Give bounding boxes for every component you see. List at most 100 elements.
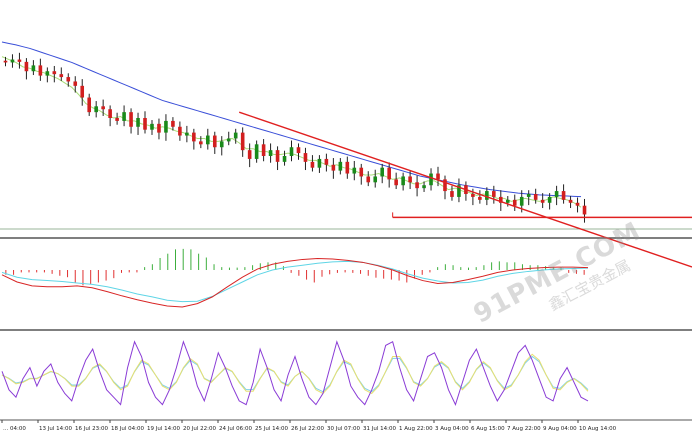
candle-body [268,150,273,156]
candle-body [164,120,168,133]
candle-body [226,138,231,142]
candle-body [492,191,496,197]
candle-body [17,59,22,62]
candle-body [66,77,71,82]
candle-body [261,144,266,156]
candle-body [150,123,154,130]
ma-fast-line [1,56,582,208]
candle-body [185,132,189,136]
macd-signal-line [1,260,589,303]
candle-body [540,199,545,203]
candle-body [289,147,294,156]
candle-body [122,112,126,121]
candle-body [247,150,252,159]
candle-body [310,161,315,168]
x-tick-label: 3 Aug 04:00 [435,426,469,432]
candle-body [547,196,552,203]
candle-body [10,59,15,63]
candle-body [199,141,203,145]
candle-body [457,185,461,197]
candle-body [519,196,524,206]
candle-body [233,132,238,139]
candle-body [561,191,566,200]
candle-body [450,191,454,197]
x-tick-label: 20 Jul 22:00 [183,426,216,432]
x-tick-label: 1 Aug 22:00 [399,426,433,432]
x-tick-label: 13 Jul 14:00 [39,426,72,432]
x-tick-label: 31 Jul 14:00 [363,426,396,432]
candle-body [3,60,8,63]
candle-body [87,97,92,113]
candle-body [178,126,182,136]
x-tick-label: 16 Jul 23:00 [75,426,108,432]
candle-body [157,123,161,133]
stoch-extra-line [1,355,589,393]
candle-body [345,161,350,174]
candle-body [219,141,224,148]
candle-body [129,112,133,127]
candle-body [212,135,217,148]
x-tick-label: 26 Jul 22:00 [291,426,324,432]
candle-body [380,167,385,177]
candle-body [415,182,419,189]
candle-body [512,199,517,206]
candle-body [52,71,57,75]
candle-body [192,132,196,142]
candle-body [143,118,147,130]
x-tick-label: 19 Jul 14:00 [147,426,180,432]
x-tick-label: ... 04:00 [3,426,26,432]
candle-body [401,176,405,186]
x-tick-label: 18 Jul 04:00 [111,426,144,432]
candle-body [366,176,371,183]
candle-body [80,85,85,98]
candle-body [31,65,36,72]
candle-body [471,194,475,197]
candle-body [436,173,440,180]
macd-main-line [1,257,589,308]
candle-body [533,194,538,200]
candle-body [136,118,140,127]
candle-body [359,167,364,177]
candle-body [303,153,308,162]
candle-body [73,81,78,86]
candle-body [171,120,175,127]
ma-slow-line [1,41,582,198]
candle-body [59,74,64,78]
x-tick-label: 9 Aug 04:00 [543,426,577,432]
candle-body [205,135,210,145]
candle-body [338,161,343,171]
candle-body [38,65,43,76]
candle-body [331,164,336,171]
resistance-trendline [238,111,692,268]
candle-body [443,179,447,192]
candle-body [94,106,98,113]
candle-body [408,176,412,183]
candle-body [324,158,329,165]
candle-body [554,191,559,197]
candle-body [422,185,426,189]
candle-body [240,132,245,151]
candle-body [526,194,531,197]
stoch-signal-line [1,353,589,395]
candle-body [575,202,580,206]
candle-body [108,109,112,118]
candle-body [394,179,398,186]
x-tick-label: 6 Aug 15:00 [471,426,505,432]
candle-body [485,191,489,200]
candle-body [101,106,105,110]
candle-body [478,196,482,200]
candle-body [317,158,322,168]
x-tick-label: 30 Jul 07:00 [327,426,360,432]
candle-body [498,196,503,203]
candle-body [254,144,259,159]
stoch-main-line [1,340,589,406]
candle-body [115,118,119,121]
candle-body [275,150,280,162]
candle-body [387,167,391,180]
x-tick-label: 24 Jul 06:00 [219,426,252,432]
candle-body [282,156,287,162]
candle-body [45,71,50,76]
candle-body [296,147,301,154]
